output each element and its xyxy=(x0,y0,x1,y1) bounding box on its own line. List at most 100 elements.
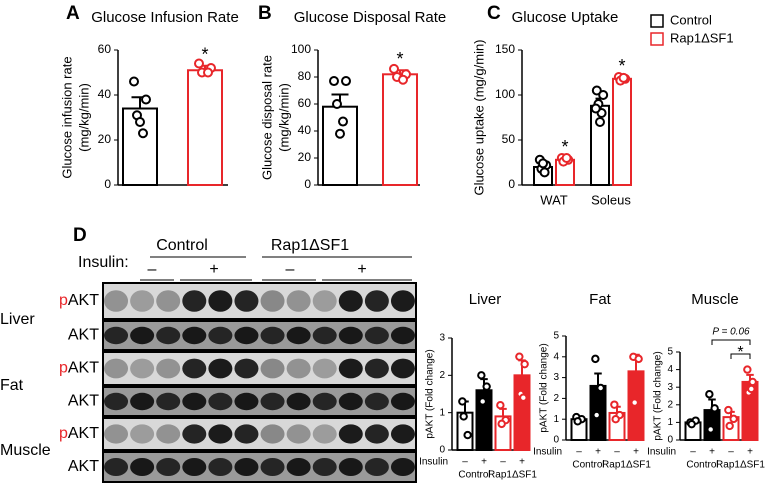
data-point xyxy=(706,425,715,434)
y-tick-label: 20 xyxy=(98,132,112,146)
y-tick-label: 1 xyxy=(439,407,445,418)
y-axis-label: Glucose disposal rate xyxy=(259,55,274,180)
blot-band xyxy=(312,326,337,345)
blot-band xyxy=(156,290,181,312)
blot-band xyxy=(208,358,233,379)
data-point xyxy=(482,382,491,391)
row-label-name: AKT xyxy=(68,292,99,309)
blot-band xyxy=(156,392,181,411)
annotation: P = 0.06 xyxy=(712,327,750,338)
row-label: pAKT xyxy=(59,292,99,309)
insulin-label: Insulin: xyxy=(78,254,129,271)
blot-band xyxy=(260,290,285,312)
x-tick-label: – xyxy=(728,447,734,458)
error-bar xyxy=(499,407,507,417)
blot-band xyxy=(390,424,415,444)
blot-band xyxy=(260,358,285,379)
data-point xyxy=(203,67,213,78)
blot-band xyxy=(364,392,389,411)
data-point xyxy=(538,158,548,169)
y-tick-label: 3 xyxy=(553,372,559,383)
data-point xyxy=(539,167,550,178)
y-axis-label: pAKT (Fold change) xyxy=(425,349,436,438)
bracket xyxy=(711,339,751,345)
y-tick-label: 0 xyxy=(667,435,673,446)
bar xyxy=(187,69,223,186)
data-point xyxy=(591,85,602,96)
blot-band xyxy=(364,290,389,312)
x-axis-title: Insulin xyxy=(533,447,562,458)
tissue-label: Fat xyxy=(0,377,24,394)
data-point xyxy=(725,421,734,431)
blot-band xyxy=(208,458,233,476)
data-point xyxy=(389,63,399,74)
x-tick-label: – xyxy=(614,447,620,458)
group-label: Control xyxy=(458,470,490,481)
data-point xyxy=(743,365,752,374)
data-point xyxy=(618,72,629,83)
sign: – xyxy=(286,261,295,278)
blot-band xyxy=(312,392,337,411)
blot-band xyxy=(130,290,155,312)
row-label: pAKT xyxy=(59,425,99,442)
data-point xyxy=(515,352,524,361)
data-point xyxy=(129,76,139,87)
blot-band xyxy=(234,290,259,312)
y-axis-label: (mg/kg/min) xyxy=(76,83,91,152)
y-tick-label: 1 xyxy=(667,417,673,428)
data-point xyxy=(687,419,696,429)
x-tick-label: + xyxy=(519,457,525,468)
y-axis-label: Glucose infusion rate xyxy=(59,56,74,178)
annotation: * xyxy=(561,137,568,157)
row-label: AKT xyxy=(68,393,99,410)
blot-band xyxy=(104,392,129,411)
chart-title: Glucose Disposal Rate xyxy=(294,9,447,26)
legend-swatch xyxy=(650,32,664,46)
x-tick-label: + xyxy=(633,447,639,458)
blot-band xyxy=(182,392,207,411)
blot-band xyxy=(208,392,233,411)
blot-band xyxy=(364,358,389,379)
bar xyxy=(322,105,358,186)
data-point xyxy=(135,117,145,127)
data-point xyxy=(496,401,505,410)
blot-strip xyxy=(102,351,417,386)
data-point xyxy=(477,371,486,380)
annotation: * xyxy=(618,56,625,76)
bracket xyxy=(730,353,751,359)
blot-band xyxy=(182,326,207,345)
blot-band xyxy=(364,458,389,476)
y-tick-label: 60 xyxy=(298,96,312,110)
blot-band xyxy=(390,458,415,476)
data-point xyxy=(747,384,756,394)
blot-band xyxy=(338,326,363,345)
blot-band xyxy=(156,424,181,444)
annotation: * xyxy=(737,344,743,361)
data-point xyxy=(194,58,204,69)
group-label: Rap1ΔSF1 xyxy=(271,237,349,254)
row-label-name: AKT xyxy=(68,458,99,475)
y-tick-label: 40 xyxy=(98,87,112,101)
x-tick-label: – xyxy=(690,447,696,458)
chart-title: Glucose Uptake xyxy=(512,9,619,26)
y-tick-label: 5 xyxy=(553,331,559,342)
blot-band xyxy=(104,326,129,345)
data-point xyxy=(630,398,639,407)
x-axis-title: Insulin xyxy=(419,457,448,468)
y-tick-label: 2 xyxy=(553,393,559,404)
blot-band xyxy=(156,458,181,476)
blot-band xyxy=(104,458,129,476)
group-label: Rap1ΔSF1 xyxy=(602,460,651,471)
y-tick-label: 2 xyxy=(667,399,673,410)
row-label-name: AKT xyxy=(68,360,99,377)
data-point xyxy=(710,404,719,413)
blot-band xyxy=(208,290,233,312)
data-point xyxy=(596,383,605,393)
data-point xyxy=(335,128,345,139)
blot-band xyxy=(234,392,259,411)
blot-band xyxy=(390,326,415,345)
data-point xyxy=(561,153,572,163)
blot-strip xyxy=(102,451,417,483)
group-label: Rap1ΔSF1 xyxy=(716,460,765,471)
blot-band xyxy=(312,290,337,312)
